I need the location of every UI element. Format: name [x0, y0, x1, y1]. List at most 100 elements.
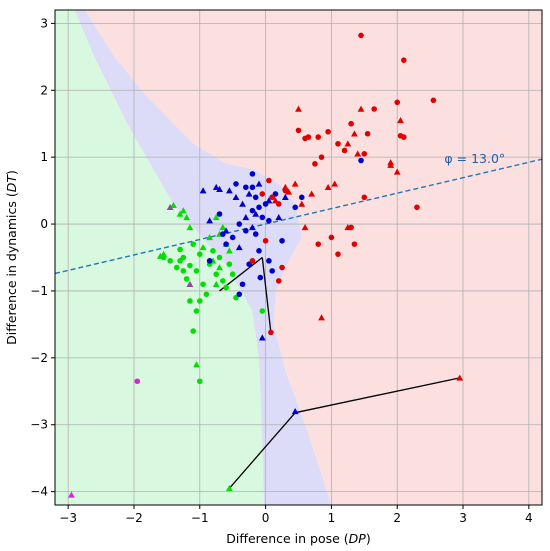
point-green-triangle — [156, 252, 164, 259]
point-green-triangle — [183, 213, 191, 221]
point-green-circle — [213, 271, 220, 278]
point-red-triangle — [308, 190, 316, 197]
point-red-triangle — [291, 180, 299, 187]
point-red-circle — [371, 106, 377, 112]
point-blue-circle — [252, 194, 259, 201]
connector-line — [228, 412, 296, 489]
point-red-triangle — [281, 183, 289, 190]
y-tick-label: −3 — [30, 418, 48, 432]
point-green-triangle — [212, 213, 220, 221]
point-blue-circle — [229, 234, 236, 241]
point-red-circle — [295, 127, 302, 134]
point-blue-circle — [249, 171, 256, 177]
point-blue-circle — [249, 184, 256, 191]
y-axis-label-end: ) — [4, 170, 19, 175]
point-blue-triangle — [216, 185, 223, 192]
point-blue-triangle — [281, 193, 289, 201]
point-green-circle — [193, 268, 200, 274]
point-blue-triangle — [265, 197, 273, 204]
point-red-triangle — [331, 180, 339, 187]
point-red-circle — [335, 251, 341, 257]
point-red-circle — [361, 151, 368, 157]
point-blue-circle — [239, 281, 246, 288]
point-red-triangle — [318, 314, 325, 321]
x-tick-label: 2 — [393, 511, 401, 525]
point-blue-circle — [236, 291, 243, 298]
x-tick-label: −2 — [125, 511, 143, 525]
y-axis-label-text: Difference in dynamics ( — [4, 192, 19, 345]
y-axis-label: Difference in dynamics (DT) — [4, 170, 19, 345]
point-blue-circle — [256, 248, 262, 254]
x-tick-label: 0 — [262, 511, 270, 525]
point-red-circle — [279, 264, 285, 271]
point-green-triangle — [225, 247, 233, 254]
point-green-circle — [196, 378, 203, 385]
connector-line — [295, 377, 460, 414]
point-green-circle — [177, 258, 183, 264]
x-axis-label-text: Difference in pose ( — [226, 531, 348, 546]
point-blue-triangle — [242, 213, 250, 221]
point-red-circle — [249, 258, 256, 264]
point-blue-circle — [298, 194, 305, 201]
x-tick-label: −3 — [59, 511, 77, 525]
point-green-triangle — [193, 361, 200, 368]
point-green-circle — [216, 254, 223, 261]
x-tick-label: 4 — [525, 511, 533, 525]
point-red-circle — [269, 194, 275, 201]
y-tick-label: −1 — [30, 284, 48, 298]
point-red-circle — [266, 177, 272, 184]
point-blue-circle — [206, 258, 213, 264]
grid — [55, 10, 542, 505]
point-red-triangle — [351, 130, 358, 137]
point-red-circle — [312, 161, 318, 167]
point-green-triangle — [219, 223, 227, 231]
point-red-circle — [315, 241, 322, 247]
point-blue-circle — [243, 184, 249, 191]
point-green-triangle — [176, 210, 184, 217]
point-green-triangle — [179, 207, 187, 214]
point-blue-triangle — [206, 217, 214, 224]
point-green-circle — [180, 268, 187, 274]
point-blue-circle — [257, 274, 264, 281]
point-red-circle — [364, 130, 371, 137]
point-red-triangle — [393, 168, 401, 175]
point-blue-circle — [256, 204, 262, 211]
point-magenta-circle — [134, 378, 141, 385]
point-green-circle — [167, 258, 173, 264]
point-red-triangle — [354, 150, 362, 157]
point-red-circle — [335, 140, 341, 147]
point-green-circle — [259, 308, 266, 314]
point-red-circle — [400, 57, 407, 63]
point-red-triangle — [324, 183, 332, 190]
point-blue-circle — [269, 268, 275, 274]
point-green-circle — [203, 291, 210, 298]
point-red-triangle — [357, 105, 365, 112]
point-red-circle — [351, 241, 358, 247]
point-blue-triangle — [239, 200, 246, 207]
y-tick-label: −4 — [30, 485, 48, 499]
point-green-circle — [193, 308, 200, 314]
point-green-circle — [173, 264, 180, 271]
point-red-triangle — [285, 188, 293, 195]
connector-line — [261, 257, 272, 333]
x-tick-label: 3 — [459, 511, 467, 525]
point-green-circle — [177, 246, 183, 253]
point-red-triangle — [301, 223, 309, 231]
point-red-circle — [348, 120, 354, 127]
y-tick-label: 2 — [40, 83, 48, 97]
point-red-circle — [268, 329, 274, 336]
point-green-triangle — [216, 264, 223, 271]
point-red-triangle — [298, 200, 306, 207]
point-red-circle — [328, 234, 335, 241]
point-green-triangle — [199, 244, 207, 251]
point-blue-circle — [233, 181, 239, 187]
point-red-circle — [302, 135, 308, 142]
point-green-circle — [187, 262, 193, 269]
point-red-triangle — [456, 374, 464, 381]
y-tick-label: −2 — [30, 351, 48, 365]
point-red-circle — [394, 99, 401, 106]
point-red-circle — [262, 237, 269, 244]
point-green-circle — [229, 271, 236, 278]
y-tick-label: 0 — [40, 217, 48, 231]
